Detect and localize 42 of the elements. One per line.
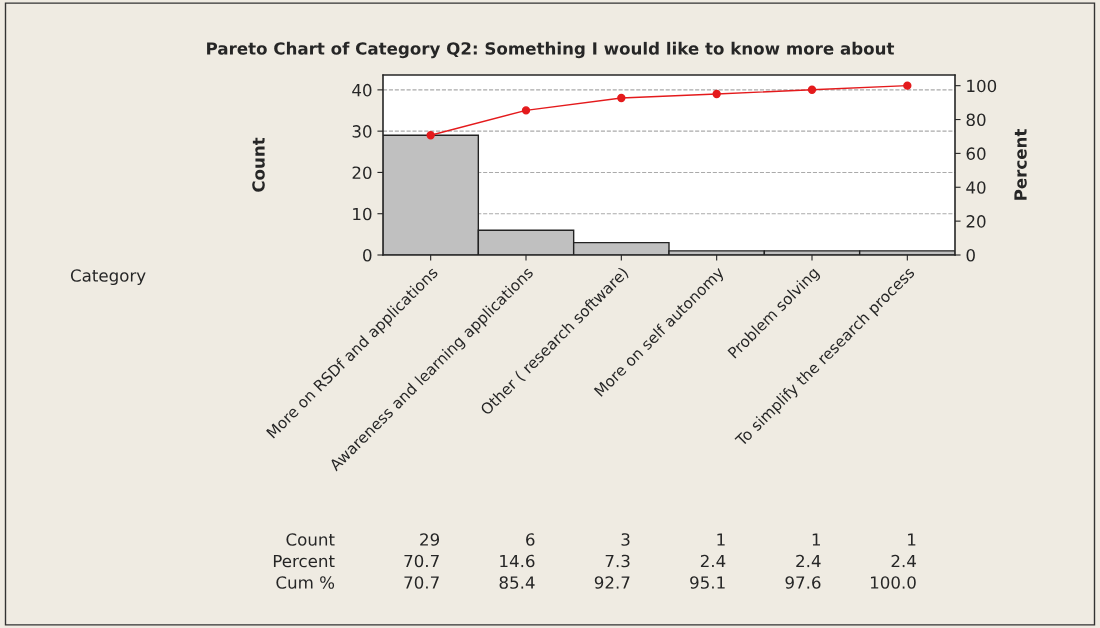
text: 14.6	[500, 554, 535, 568]
text: 7.3	[605, 554, 630, 568]
text: Percent	[273, 554, 335, 568]
text: Category	[70, 269, 146, 286]
text: 2.4	[700, 554, 726, 568]
y-axis-title: Count	[252, 137, 265, 192]
y-tick-label: 20	[352, 166, 372, 179]
text: 85.4	[499, 576, 535, 589]
text: 70.7	[404, 576, 439, 589]
point	[521, 106, 531, 115]
y2-tick-label: 60	[966, 147, 986, 160]
text: 1	[717, 533, 725, 546]
text: 92.7	[594, 576, 630, 589]
text: 1	[812, 533, 820, 546]
point	[617, 93, 626, 103]
point	[712, 89, 721, 99]
y-tick-label: 0	[363, 248, 372, 262]
text: Cum %	[276, 576, 335, 589]
point	[903, 81, 912, 90]
y-tick-label: 40	[352, 83, 372, 97]
y-tick-label: 10	[353, 207, 372, 221]
y-tick-label: 30	[352, 125, 372, 138]
y2-tick-label: 40	[966, 181, 986, 194]
y2-tick-label: 100	[967, 79, 997, 93]
text: 95.1	[690, 576, 725, 589]
y2-tick-label: 0	[966, 248, 975, 262]
text: 70.7	[404, 554, 439, 568]
text: 29	[420, 533, 440, 546]
text: 1	[908, 533, 916, 546]
text: Count	[286, 533, 335, 546]
chart-title: Pareto Chart of Category Q2: Something I would like to know more about	[207, 41, 895, 59]
y2-tick-label: 20	[966, 215, 986, 228]
text: 3	[621, 533, 630, 546]
text: 100.0	[870, 576, 916, 589]
y2-tick-label: 80	[966, 113, 986, 127]
text: 97.6	[785, 576, 821, 589]
point	[426, 131, 435, 140]
y2-axis-title: Percent	[1014, 129, 1027, 200]
text: 2.4	[796, 554, 821, 568]
point	[807, 85, 817, 94]
text: 6	[526, 533, 535, 546]
text: 2.4	[891, 554, 916, 568]
